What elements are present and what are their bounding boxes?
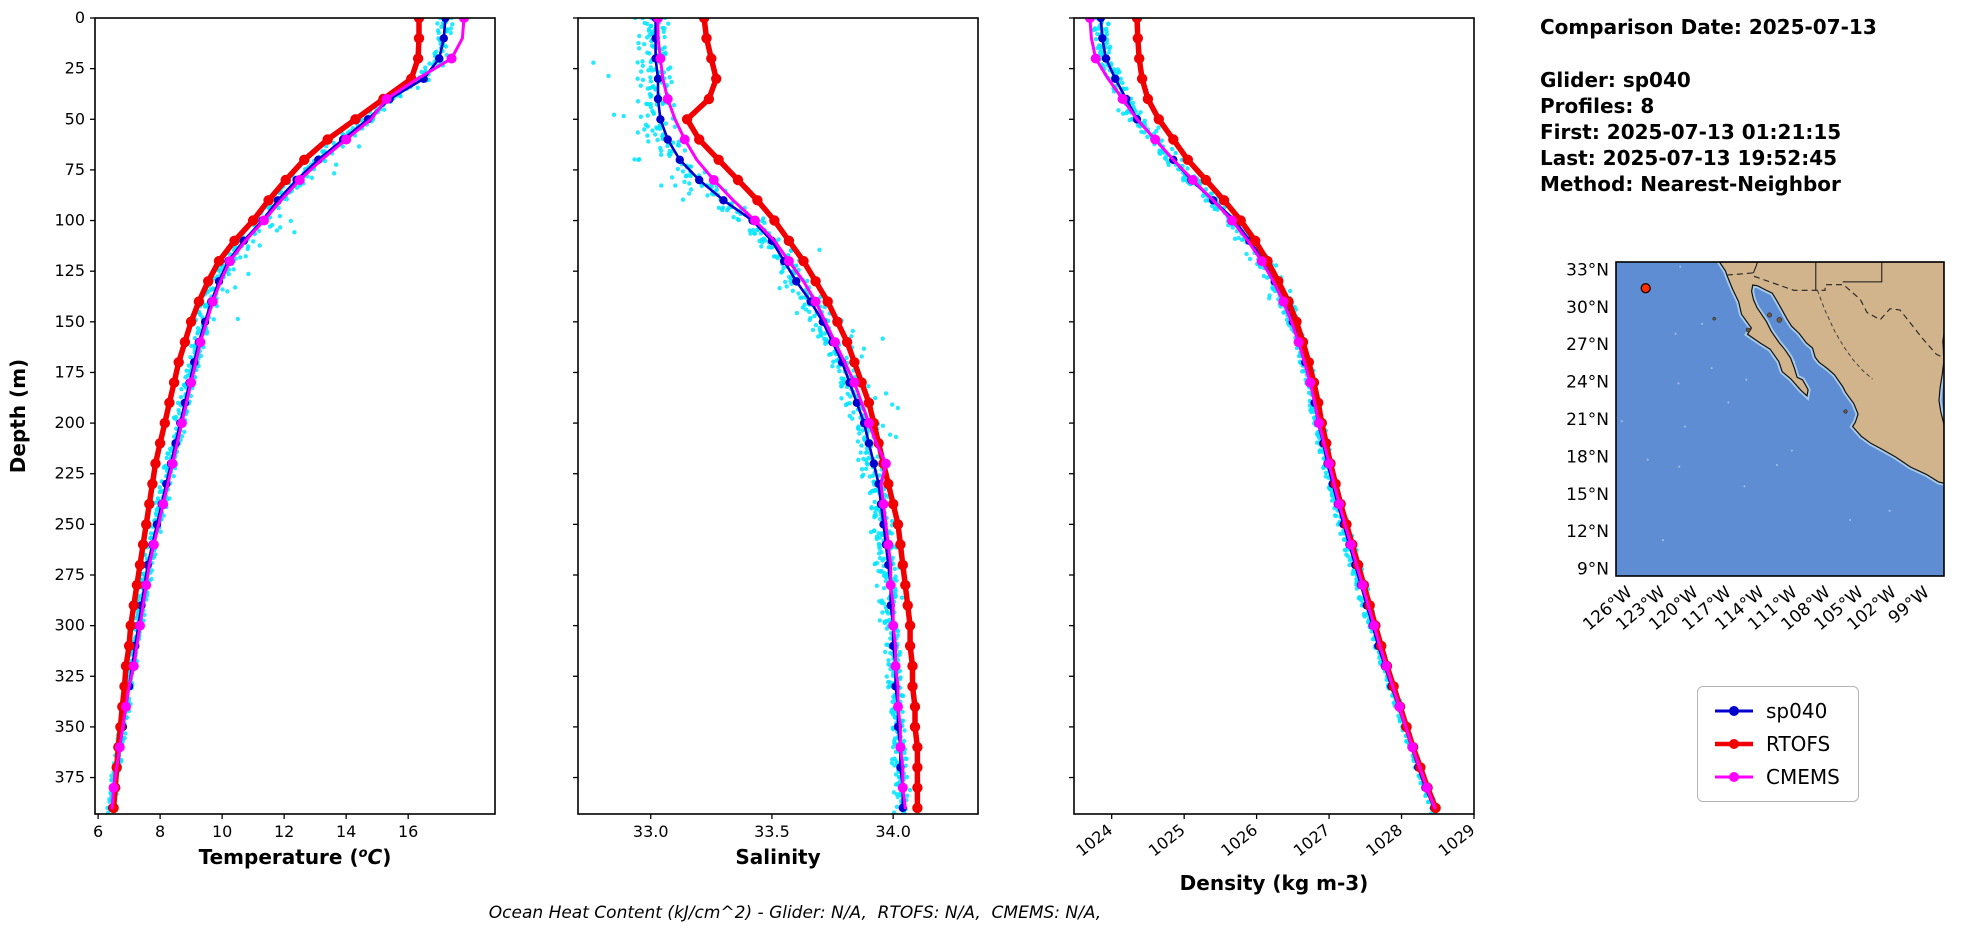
legend-item-rtofs: RTOFS [1712, 732, 1840, 756]
legend-label: CMEMS [1766, 765, 1840, 789]
island [1776, 317, 1783, 323]
svg-text:225: 225 [54, 464, 85, 483]
series-CMEMS-salinity [653, 18, 908, 810]
lat-tick-label: 21°N [1566, 410, 1609, 430]
legend-item-sp040: sp040 [1712, 699, 1840, 723]
svg-text:325: 325 [54, 666, 85, 685]
svg-text:8: 8 [155, 822, 165, 841]
lat-tick-label: 27°N [1566, 335, 1609, 355]
profiles-line: Profiles: 8 [1540, 94, 1655, 118]
glider-raw-scatter [1091, 18, 1439, 814]
lat-tick-label: 15°N [1566, 485, 1609, 505]
svg-text:1027: 1027 [1290, 820, 1334, 860]
glider-line: Glider: sp040 [1540, 68, 1691, 92]
method-line: Method: Nearest-Neighbor [1540, 172, 1841, 196]
svg-text:50: 50 [65, 109, 85, 128]
glider-raw-scatter [105, 18, 455, 814]
svg-text:300: 300 [54, 616, 85, 635]
land-coastline [1718, 262, 1944, 484]
lat-tick-label: 30°N [1566, 298, 1609, 318]
cmems-legend-swatch [1715, 772, 1753, 782]
last-profile-line: Last: 2025-07-13 19:52:45 [1540, 146, 1838, 170]
island [1767, 312, 1772, 318]
sp040-legend-swatch [1715, 706, 1753, 716]
metadata-panel: Comparison Date: 2025-07-13 Glider: sp04… [1540, 14, 1877, 197]
island [1745, 327, 1751, 333]
ohc-caption: Ocean Heat Content (kJ/cm^2) - Glider: N… [488, 903, 1102, 923]
profile-plots: 6 8 10 12 14 16 0 25 50 75 100 125 150 175 200 225 250 27… [6, 8, 1479, 895]
location-map: 9°N12°N15°N18°N21°N24°N27°N30°N33°N126°W… [1566, 260, 1945, 635]
svg-text:14: 14 [336, 822, 356, 841]
depth-ylabel: Depth (m) [6, 359, 30, 473]
lat-tick-label: 18°N [1566, 447, 1609, 467]
legend-label: sp040 [1766, 699, 1828, 723]
rtofs-legend-swatch [1715, 739, 1753, 749]
state-border [1752, 262, 1758, 274]
svg-text:75: 75 [65, 160, 85, 179]
lat-tick-label: 12°N [1566, 522, 1609, 542]
island [1843, 409, 1848, 414]
salinity-xlabel: Salinity [735, 845, 820, 869]
svg-text:1024: 1024 [1072, 820, 1116, 860]
svg-text:125: 125 [54, 261, 85, 280]
metadata-gap [1540, 40, 1877, 67]
lat-tick-label: 9°N [1577, 560, 1609, 580]
svg-text:34.0: 34.0 [875, 822, 911, 841]
us-mexico-border [1726, 272, 1944, 359]
comparison-date-line: Comparison Date: 2025-07-13 [1540, 15, 1877, 39]
svg-text:12: 12 [274, 822, 294, 841]
legend: sp040 RTOFS CMEMS [1697, 686, 1859, 802]
svg-text:375: 375 [54, 768, 85, 787]
series-RTOFS-temperature [108, 18, 425, 814]
svg-text:250: 250 [54, 514, 85, 533]
series-sp040-temperature [107, 18, 450, 813]
svg-text:1025: 1025 [1145, 820, 1189, 860]
svg-text:1026: 1026 [1217, 820, 1261, 860]
svg-text:350: 350 [54, 717, 85, 736]
lat-tick-label: 24°N [1566, 373, 1609, 393]
island [1712, 316, 1716, 321]
svg-text:25: 25 [65, 59, 85, 78]
svg-text:0: 0 [75, 8, 85, 27]
svg-text:150: 150 [54, 312, 85, 331]
glider-position-marker [1640, 283, 1651, 294]
svg-text:1028: 1028 [1362, 820, 1406, 860]
glider-raw-scatter [591, 18, 913, 814]
state-border [1842, 262, 1883, 283]
legend-item-cmems: CMEMS [1712, 765, 1840, 789]
state-border-dashed [1816, 290, 1873, 380]
svg-text:6: 6 [93, 822, 103, 841]
svg-text:100: 100 [54, 211, 85, 230]
svg-text:16: 16 [398, 822, 418, 841]
svg-text:33.0: 33.0 [633, 822, 669, 841]
svg-text:200: 200 [54, 413, 85, 432]
temperature-xlabel: Temperature (oC) [199, 845, 392, 869]
svg-text:33.5: 33.5 [754, 822, 790, 841]
series-RTOFS-salinity [681, 18, 923, 814]
lat-tick-label: 33°N [1566, 260, 1609, 280]
svg-text:1029: 1029 [1435, 820, 1479, 860]
series-CMEMS-density [1084, 18, 1437, 810]
density-xlabel: Density (kg m-3) [1180, 871, 1369, 895]
map-frame [1615, 261, 1945, 577]
legend-label: RTOFS [1766, 732, 1831, 756]
svg-text:275: 275 [54, 565, 85, 584]
svg-text:10: 10 [212, 822, 232, 841]
salinity-panel: 33.0 33.5 34.0 Salinity [573, 17, 979, 869]
temperature-panel: 6 8 10 12 14 16 0 25 50 75 100 125 150 175 200 225 250 27… [54, 8, 496, 869]
first-profile-line: First: 2025-07-13 01:21:15 [1540, 120, 1842, 144]
series-CMEMS-temperature [108, 18, 469, 810]
density-panel: 1024 1025 1026 1027 1028 1029 Density (kg m-3) [1069, 17, 1479, 895]
svg-text:175: 175 [54, 362, 85, 381]
